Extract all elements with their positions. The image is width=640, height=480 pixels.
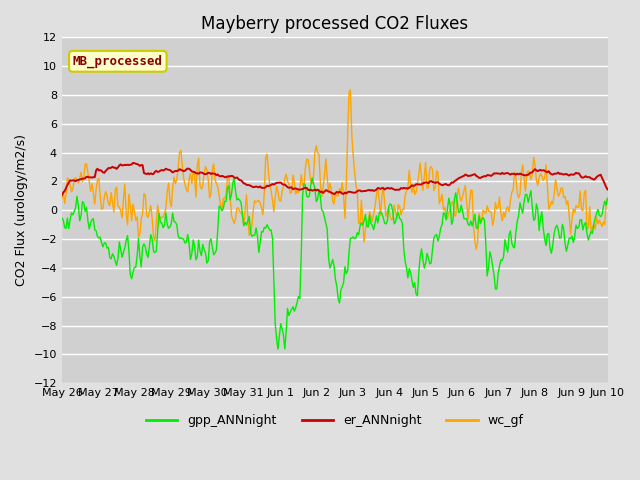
- Legend: gpp_ANNnight, er_ANNnight, wc_gf: gpp_ANNnight, er_ANNnight, wc_gf: [141, 409, 529, 432]
- er_ANNnight: [453, 177, 461, 182]
- wc_gf: [453, 193, 461, 199]
- Text: MB_processed: MB_processed: [73, 55, 163, 68]
- gpp_ANNnight: [458, 202, 465, 208]
- gpp_ANNnight: [308, 175, 316, 181]
- wc_gf: [604, 196, 611, 202]
- wc_gf: [124, 222, 131, 228]
- gpp_ANNnight: [274, 346, 282, 352]
- gpp_ANNnight: [604, 195, 611, 201]
- gpp_ANNnight: [236, 197, 243, 203]
- wc_gf: [58, 196, 66, 202]
- er_ANNnight: [129, 160, 137, 166]
- Title: Mayberry processed CO2 Fluxes: Mayberry processed CO2 Fluxes: [201, 15, 468, 33]
- er_ANNnight: [456, 175, 463, 180]
- er_ANNnight: [403, 185, 410, 191]
- er_ANNnight: [275, 180, 283, 185]
- wc_gf: [274, 189, 282, 194]
- wc_gf: [236, 208, 243, 214]
- er_ANNnight: [124, 162, 131, 168]
- er_ANNnight: [604, 187, 611, 192]
- gpp_ANNnight: [124, 233, 131, 239]
- Line: er_ANNnight: er_ANNnight: [62, 163, 607, 195]
- gpp_ANNnight: [454, 209, 462, 215]
- er_ANNnight: [237, 178, 245, 183]
- wc_gf: [347, 87, 355, 93]
- wc_gf: [456, 194, 463, 200]
- wc_gf: [403, 188, 410, 193]
- wc_gf: [472, 247, 480, 252]
- Y-axis label: CO2 Flux (urology/m2/s): CO2 Flux (urology/m2/s): [15, 134, 28, 287]
- Line: wc_gf: wc_gf: [62, 90, 607, 250]
- gpp_ANNnight: [404, 275, 412, 281]
- gpp_ANNnight: [58, 215, 66, 221]
- Line: gpp_ANNnight: gpp_ANNnight: [62, 178, 607, 349]
- gpp_ANNnight: [275, 334, 283, 339]
- er_ANNnight: [58, 192, 66, 198]
